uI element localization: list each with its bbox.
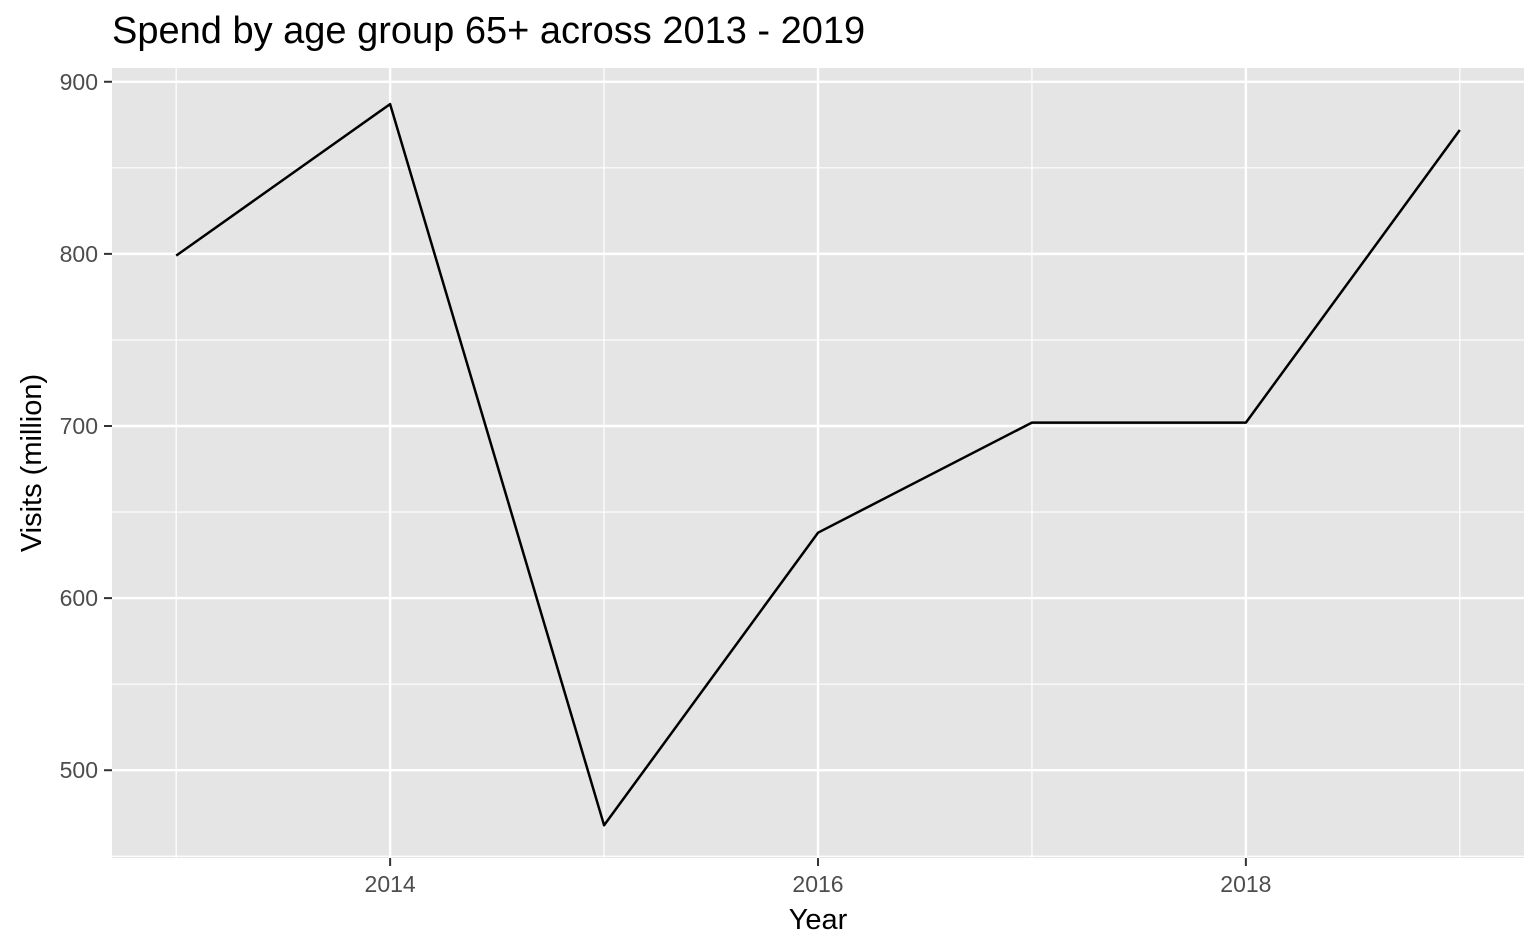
x-tick-label: 2018 <box>1220 871 1271 897</box>
x-tick-label: 2016 <box>792 871 843 897</box>
x-axis-title: Year <box>789 904 848 936</box>
x-axis: 2014 2016 2018 <box>365 858 1271 897</box>
y-tick-label: 900 <box>60 69 98 95</box>
y-tick-label: 600 <box>60 585 98 611</box>
y-axis: 500 600 700 800 900 <box>60 69 112 783</box>
major-gridlines <box>112 68 1524 858</box>
chart-title: Spend by age group 65+ across 2013 - 201… <box>112 10 865 52</box>
x-tick-label: 2014 <box>365 871 416 897</box>
y-tick-label: 800 <box>60 241 98 267</box>
y-tick-label: 500 <box>60 757 98 783</box>
y-tick-label: 700 <box>60 413 98 439</box>
series-line <box>175 102 1461 827</box>
y-axis-title: Visits (million) <box>16 374 48 552</box>
